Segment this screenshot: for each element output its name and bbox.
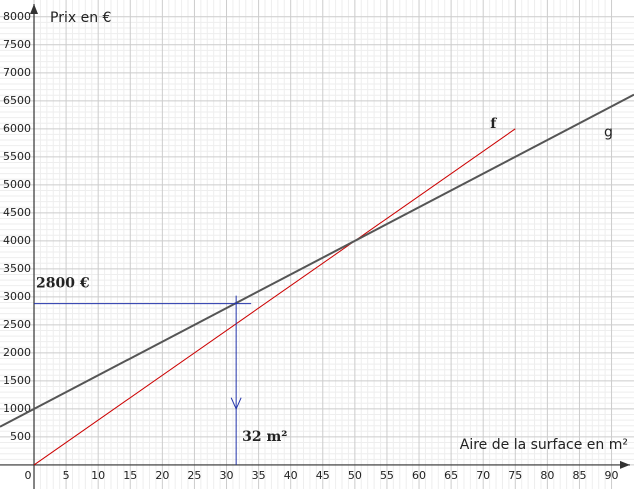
x-tick-label: 25 — [187, 469, 201, 482]
y-label: Prix en € — [50, 10, 111, 26]
legend-label: g — [604, 125, 613, 141]
y-tick-label: 2500 — [3, 318, 31, 331]
x-tick-label: 80 — [540, 469, 554, 482]
x-tick-label: 50 — [348, 469, 362, 482]
y-tick-label: 1500 — [3, 374, 31, 387]
x-tick-label: 40 — [284, 469, 298, 482]
y-tick-label: 7000 — [3, 66, 31, 79]
chart: 0 5 10 15 20 25 30 35 40 45 50 55 60 65 70 75 80 85 90 500 1… — [0, 0, 634, 489]
x-tick-label: 20 — [155, 469, 169, 482]
x-tick-label: 45 — [316, 469, 330, 482]
legend-label: f — [490, 116, 497, 132]
y-tick-label: 5000 — [3, 178, 31, 191]
y-tick-label: 3500 — [3, 262, 31, 275]
line — [0, 95, 634, 427]
x-tick-label: 75 — [508, 469, 522, 482]
y-tick-label: 6000 — [3, 122, 31, 135]
x-tick-label: 90 — [605, 469, 619, 482]
guide-y-label: 2800 € — [36, 276, 90, 292]
x-tick-label: 0 — [25, 469, 32, 482]
x-tick-label: 10 — [91, 469, 105, 482]
x-tick-label: 5 — [63, 469, 70, 482]
y-tick-label: 4500 — [3, 206, 31, 219]
x-tick-label: 15 — [123, 469, 137, 482]
x-tick-label: 55 — [380, 469, 394, 482]
y-arrow — [30, 4, 38, 14]
x-tick-label: 30 — [220, 469, 234, 482]
y-tick-label: 5500 — [3, 150, 31, 163]
y-tick-label: 2000 — [3, 346, 31, 359]
x-tick-label: 85 — [572, 469, 586, 482]
y-tick-label: 3000 — [3, 290, 31, 303]
x-arrow — [620, 461, 630, 469]
y-tick-label: 8000 — [3, 10, 31, 23]
y-tick-label: 4000 — [3, 234, 31, 247]
y-tick-label: 6500 — [3, 94, 31, 107]
x-tick-label: 65 — [444, 469, 458, 482]
y-tick-label: 500 — [10, 430, 31, 443]
y-tick-label: 7500 — [3, 38, 31, 51]
x-tick-label: 70 — [476, 469, 490, 482]
guide-x-label: 32 m² — [242, 429, 287, 445]
x-label: Aire de la surface en m² — [460, 437, 628, 453]
x-tick-label: 35 — [252, 469, 266, 482]
x-tick-label: 60 — [412, 469, 426, 482]
